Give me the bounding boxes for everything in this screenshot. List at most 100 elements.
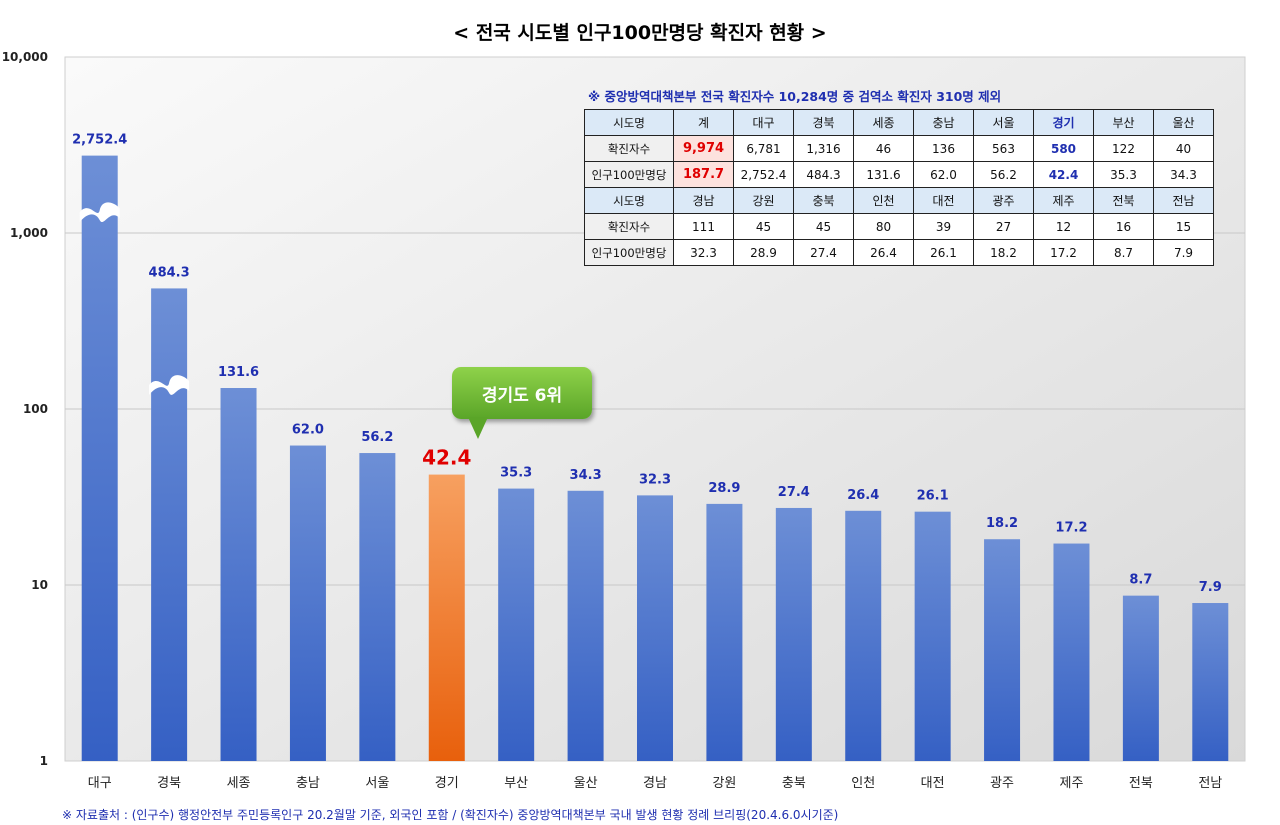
table-cell: 강원 [733,187,794,214]
y-tick-label: 10 [31,578,48,592]
bar [1192,603,1229,761]
table-cell: 46 [853,135,914,162]
table-cell: 111 [673,213,734,240]
data-label: 484.3 [149,265,190,280]
x-tick-label: 대전 [921,776,945,791]
table-cell: 27 [973,213,1034,240]
bar [706,503,743,761]
table-cell: 32.3 [673,239,734,266]
y-tick-label: 10,000 [2,50,48,64]
bar [567,490,604,761]
table-cell: 40 [1153,135,1214,162]
table-cell: 45 [793,213,854,240]
y-tick-label: 1,000 [10,226,48,240]
table-header-row: 시도명 계 대구 경북 세종 충남 서울 경기 부산 울산 [584,109,1214,136]
table-cell: 17.2 [1033,239,1094,266]
table-header-row: 시도명 경남 강원 충북 인천 대전 광주 제주 전북 전남 [584,187,1214,214]
table-cell: 16 [1093,213,1154,240]
table-cell: 35.3 [1093,161,1154,188]
bar [845,510,882,761]
table-cell: 인천 [853,187,914,214]
x-tick-label: 인천 [851,776,875,791]
table-cell: 제주 [1033,187,1094,214]
bar [1122,595,1159,761]
data-label: 34.3 [570,468,602,483]
y-tick-label: 1 [40,754,48,768]
data-label: 2,752.4 [72,133,127,148]
table-cell: 6,781 [733,135,794,162]
bar [498,488,535,761]
table-row: 확진자수 9,974 6,781 1,316 46 136 563 580 122 40 [584,135,1214,162]
table-cell: 2,752.4 [733,161,794,188]
callout-tail [468,417,488,439]
data-label: 28.9 [708,481,740,496]
table-cell: 대구 [733,109,794,136]
bar [914,511,951,761]
table-cell: 563 [973,135,1034,162]
table-cell: 계 [673,109,734,136]
table-cell: 세종 [853,109,914,136]
data-label: 42.4 [422,446,471,470]
bar [359,453,396,761]
table-row-head: 시도명 [584,187,674,214]
data-label: 62.0 [292,423,324,438]
data-label: 8.7 [1129,573,1152,588]
y-tick-label: 100 [23,402,48,416]
x-tick-label: 세종 [227,776,251,791]
table-cell: 45 [733,213,794,240]
source-note: ※ 자료출처 : (인구수) 행정안전부 주민등록인구 20.2월말 기준, 외… [62,808,839,822]
x-tick-label: 광주 [990,776,1014,791]
bar [151,288,188,761]
table-cell: 7.9 [1153,239,1214,266]
table-row: 확진자수 111 45 45 80 39 27 12 16 15 [584,213,1214,240]
table-cell: 경남 [673,187,734,214]
x-tick-label: 울산 [574,776,598,791]
table-cell: 484.3 [793,161,854,188]
table-cell: 울산 [1153,109,1214,136]
bar [984,539,1021,761]
x-tick-label: 강원 [712,776,736,791]
table-cell: 122 [1093,135,1154,162]
bar [289,445,326,761]
callout-text: 경기도 6위 [481,385,563,406]
x-tick-label: 제주 [1060,776,1084,791]
table-cell: 62.0 [913,161,974,188]
table-cell: 12 [1033,213,1094,240]
data-label: 7.9 [1199,580,1222,595]
table-row-head: 인구100만명당 [584,239,674,266]
table-row-head: 확진자수 [584,135,674,162]
table-note: ※ 중앙방역대책본부 전국 확진자수 10,284명 중 검역소 확진자 310… [588,89,1002,104]
table-cell: 580 [1033,135,1094,162]
table-cell: 9,974 [673,135,734,162]
table-cell: 서울 [973,109,1034,136]
table-cell: 39 [913,213,974,240]
data-label: 26.1 [917,489,949,504]
table-row-head: 인구100만명당 [584,161,674,188]
x-tick-label: 전남 [1198,776,1222,791]
table-row-head: 시도명 [584,109,674,136]
axis-break-mark [79,202,120,223]
x-tick-label: 부산 [504,776,528,791]
data-label: 18.2 [986,516,1018,531]
table-cell: 경북 [793,109,854,136]
bar [220,388,257,761]
table-cell: 187.7 [673,161,734,188]
table-cell: 27.4 [793,239,854,266]
x-tick-label: 충북 [782,776,806,791]
data-label: 32.3 [639,472,671,487]
table-cell: 26.1 [913,239,974,266]
bar [775,507,812,761]
data-label: 27.4 [778,485,810,500]
axis-break-mark [149,375,190,395]
table-row-head: 확진자수 [584,213,674,240]
table-cell: 대전 [913,187,974,214]
table-cell: 광주 [973,187,1034,214]
data-label: 131.6 [218,365,259,380]
x-tick-label: 충남 [296,776,320,791]
data-label: 17.2 [1055,521,1087,536]
x-tick-label: 서울 [365,776,389,791]
x-tick-label: 경남 [643,776,667,791]
data-label: 35.3 [500,466,532,481]
x-tick-label: 경북 [157,776,181,791]
table-cell: 18.2 [973,239,1034,266]
